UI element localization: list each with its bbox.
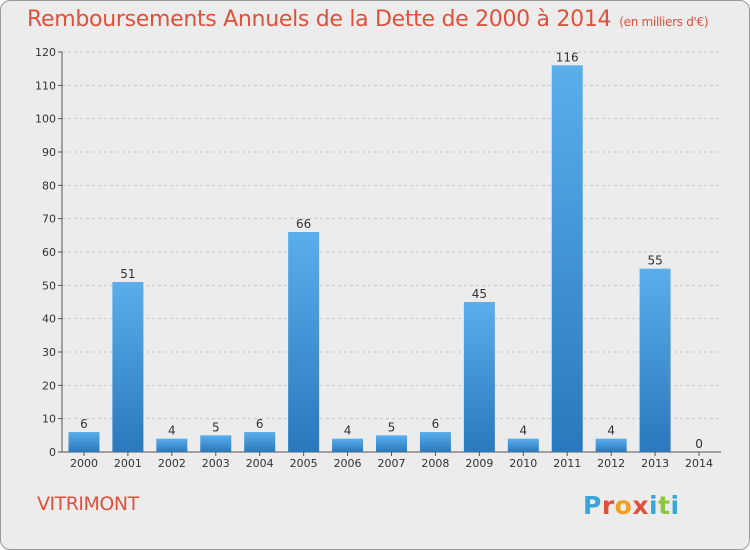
y-tick-label: 20	[42, 379, 56, 392]
x-tick-label: 2001	[114, 457, 142, 470]
bar	[463, 302, 495, 452]
x-tick-label: 2000	[70, 457, 98, 470]
y-tick-label: 50	[42, 279, 56, 292]
logo-letter: i	[670, 491, 680, 520]
chart-unit: (en milliers d'€)	[619, 15, 709, 29]
bar	[419, 432, 451, 452]
bar-value-label: 4	[168, 424, 176, 438]
bar	[112, 282, 144, 452]
bar-value-label: 4	[607, 424, 615, 438]
logo-letter: i	[649, 491, 659, 520]
bar-value-label: 6	[256, 417, 264, 431]
y-tick-label: 120	[35, 46, 56, 59]
y-tick-label: 70	[42, 213, 56, 226]
bar	[200, 435, 232, 452]
x-tick-label: 2006	[334, 457, 362, 470]
bar	[376, 435, 407, 452]
y-tick-label: 30	[42, 346, 56, 359]
x-tick-label: 2002	[158, 457, 186, 470]
bar-value-label: 0	[695, 437, 703, 451]
bar-value-label: 5	[212, 420, 220, 434]
bar-value-label: 6	[432, 417, 440, 431]
bar	[156, 438, 188, 452]
bar-value-label: 51	[120, 267, 135, 281]
bar-value-label: 66	[296, 217, 311, 231]
y-tick-label: 40	[42, 313, 56, 326]
y-tick-label: 90	[42, 146, 56, 159]
bar	[68, 432, 100, 452]
bar-value-label: 6	[80, 417, 88, 431]
logo-letter: r	[601, 491, 615, 520]
location-name: VITRIMONT	[37, 493, 139, 515]
bar	[639, 268, 671, 452]
bar	[551, 65, 583, 452]
x-tick-label: 2003	[202, 457, 230, 470]
x-tick-label: 2009	[465, 457, 493, 470]
bar	[507, 438, 539, 452]
x-tick-label: 2008	[421, 457, 449, 470]
x-tick-label: 2011	[553, 457, 581, 470]
y-tick-label: 0	[49, 446, 56, 459]
logo-letter: P	[583, 491, 602, 520]
y-tick-label: 100	[35, 113, 56, 126]
bar	[332, 438, 364, 452]
y-tick-label: 80	[42, 179, 56, 192]
chart-title: Remboursements Annuels de la Dette de 20…	[27, 7, 709, 32]
y-tick-label: 10	[42, 413, 56, 426]
x-tick-label: 2012	[597, 457, 625, 470]
bar-value-label: 4	[519, 424, 527, 438]
logo-letter: x	[632, 491, 649, 520]
bar	[288, 232, 320, 452]
y-tick-label: 110	[35, 79, 56, 92]
y-tick-label: 60	[42, 246, 56, 259]
bar-value-label: 55	[647, 254, 662, 268]
logo-letter: o	[614, 491, 633, 520]
bar-value-label: 116	[556, 50, 579, 64]
bar-value-label: 4	[344, 424, 352, 438]
bar-value-label: 45	[472, 287, 487, 301]
bar-value-label: 5	[388, 420, 396, 434]
x-tick-label: 2014	[685, 457, 713, 470]
x-tick-label: 2005	[290, 457, 318, 470]
bar	[595, 438, 627, 452]
x-tick-label: 2004	[246, 457, 274, 470]
x-tick-label: 2013	[641, 457, 669, 470]
proxiti-logo: Proxiti	[583, 491, 680, 520]
bar	[244, 432, 276, 452]
x-tick-label: 2007	[378, 457, 406, 470]
chart-title-text: Remboursements Annuels de la Dette de 20…	[27, 7, 612, 32]
x-tick-label: 2010	[509, 457, 537, 470]
logo-letter: t	[658, 491, 671, 520]
